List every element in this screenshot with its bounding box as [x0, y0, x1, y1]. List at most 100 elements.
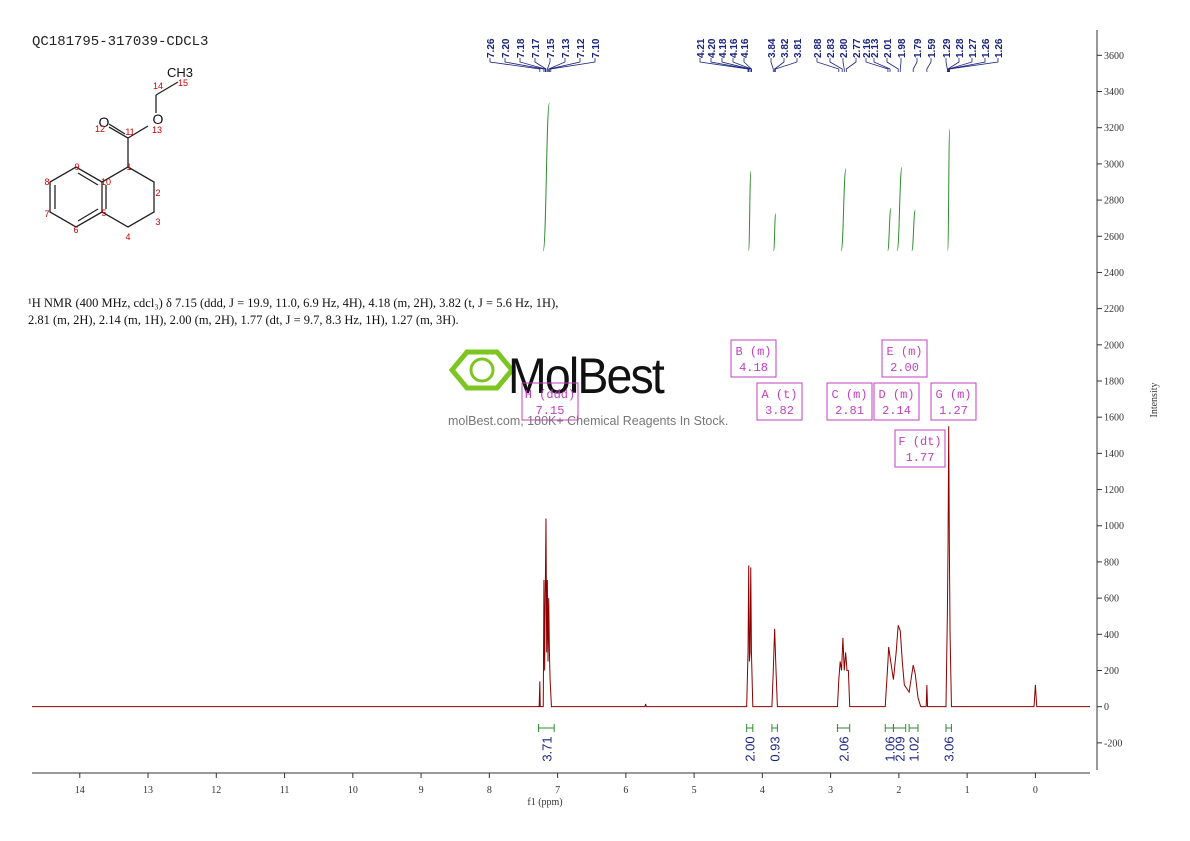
y-tick-label: 200	[1104, 666, 1119, 677]
nmr-description: ¹H NMR (400 MHz, cdcl₃) δ 7.15 (ddd, J =…	[28, 296, 558, 310]
peak-label: 7.10	[591, 38, 602, 58]
multiplet-name: H (ddd)	[525, 388, 575, 402]
peak-label: 2.83	[826, 38, 837, 58]
peak-label: 1.79	[913, 38, 924, 58]
peak-label: 2.77	[852, 38, 863, 58]
y-tick-label: 1200	[1104, 485, 1124, 496]
peak-label: 2.80	[839, 38, 850, 58]
peak-leader	[743, 58, 752, 72]
peak-label: 7.15	[546, 38, 557, 58]
peak-leader	[548, 58, 581, 72]
multiplet-box	[826, 382, 873, 421]
atom-label: 11	[125, 127, 134, 137]
y-tick-label: 600	[1104, 594, 1119, 605]
peak-label: 4.18	[718, 38, 729, 58]
peak-label: 1.27	[968, 38, 979, 58]
peak-label: 4.16	[729, 38, 740, 58]
y-tick-label: 800	[1104, 557, 1119, 568]
y-axis-label: Intensity	[1149, 383, 1160, 418]
nmr-description: 2.81 (m, 2H), 2.14 (m, 1H), 2.00 (m, 2H)…	[28, 313, 459, 327]
integral-range	[537, 724, 555, 732]
multiplet-box	[873, 382, 920, 421]
y-tick-label: 1400	[1104, 449, 1124, 460]
peak-leader	[770, 58, 774, 72]
integral-label: 1.06	[882, 736, 897, 761]
integral-curve	[748, 170, 752, 252]
integral-curve	[542, 102, 550, 252]
peak-label: 7.26	[486, 38, 497, 58]
x-tick-label: 1	[965, 785, 970, 796]
integral-label: 2.00	[743, 736, 758, 761]
integral-label: 3.71	[539, 736, 554, 761]
peak-label: 1.59	[927, 38, 938, 58]
peak-label: 2.16	[862, 38, 873, 58]
multiplet-box	[730, 339, 777, 378]
peak-leader	[912, 58, 918, 72]
watermark-logo	[448, 349, 516, 391]
atom-label: 5	[101, 208, 106, 218]
integral-label: 1.02	[907, 736, 922, 761]
integral-range	[771, 724, 778, 732]
peak-leader	[504, 58, 545, 72]
peak-leader	[550, 58, 596, 72]
peak-leader	[774, 58, 798, 72]
peak-leader	[829, 58, 843, 72]
multiplet-box	[930, 382, 977, 421]
y-tick-label: 2000	[1104, 340, 1124, 351]
y-tick-label: 1800	[1104, 377, 1124, 388]
multiplet-shift: 3.82	[765, 404, 794, 418]
x-tick-label: 10	[348, 785, 358, 796]
y-tick-label: 2800	[1104, 196, 1124, 207]
atom-label: CH3	[167, 65, 193, 80]
peak-leader	[865, 58, 889, 72]
y-tick-label: 400	[1104, 630, 1119, 641]
y-tick-label: 1600	[1104, 413, 1124, 424]
y-tick-label: -200	[1104, 738, 1122, 749]
peak-leader	[899, 58, 902, 72]
peak-label: 4.16	[740, 38, 751, 58]
multiplet-box	[881, 339, 928, 378]
atom-label: 7	[44, 209, 49, 219]
peak-leader	[926, 58, 932, 72]
multiplet-shift: 1.27	[939, 404, 968, 418]
chart-title: QC181795-317039-CDCL3	[32, 34, 208, 50]
multiplet-name: E (m)	[886, 345, 922, 359]
x-tick-label: 5	[692, 785, 697, 796]
peak-leader	[886, 58, 899, 72]
integral-range	[908, 724, 919, 732]
peak-label: 4.20	[707, 38, 718, 58]
integral-label: 2.09	[893, 736, 908, 761]
y-tick-label: 2400	[1104, 268, 1124, 279]
peak-label: 1.98	[897, 38, 908, 58]
watermark-tagline: molBest.com, 180K+ Chemical Reagents In …	[448, 414, 728, 428]
multiplet-shift: 1.77	[906, 451, 935, 465]
multiplet-name: C (m)	[831, 388, 867, 402]
y-tick-label: 3600	[1104, 51, 1124, 62]
peak-label: 2.13	[870, 38, 881, 58]
peak-leader	[721, 58, 751, 72]
multiplet-name: A (t)	[761, 388, 797, 402]
atom-label: 1	[126, 162, 131, 172]
peak-label: 7.17	[531, 38, 542, 58]
integral-curve	[773, 213, 777, 252]
peak-leader	[519, 58, 546, 72]
peak-label: 7.12	[576, 38, 587, 58]
peak-leader	[845, 58, 857, 72]
integral-curve	[887, 208, 892, 252]
peak-leader	[534, 58, 547, 72]
peak-label: 1.29	[942, 38, 953, 58]
y-tick-label: 3000	[1104, 159, 1124, 170]
integral-range	[836, 724, 851, 732]
peak-label: 2.01	[883, 38, 894, 58]
y-tick-label: 2200	[1104, 304, 1124, 315]
multiplet-box	[756, 382, 803, 421]
y-tick-label: 1000	[1104, 521, 1124, 532]
peak-leader	[945, 58, 948, 72]
peak-leader	[548, 58, 566, 72]
peak-label: 4.21	[696, 38, 707, 58]
atom-label: O	[99, 114, 110, 130]
y-tick-label: 3200	[1104, 123, 1124, 134]
multiplet-name: B (m)	[735, 345, 771, 359]
y-tick-label: 2600	[1104, 232, 1124, 243]
